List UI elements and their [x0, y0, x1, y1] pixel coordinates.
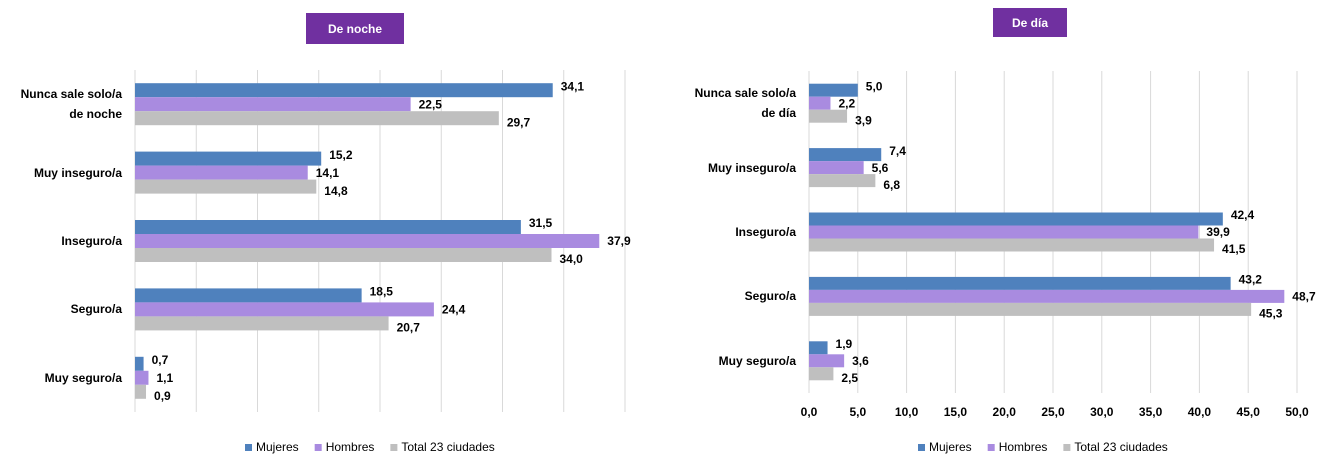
x-tick-label: 45,0	[1237, 405, 1261, 419]
category-label: Seguro/a	[70, 302, 122, 317]
bar	[135, 356, 144, 371]
value-label: 43,2	[1239, 273, 1263, 287]
value-label: 1,9	[836, 337, 853, 351]
bar	[809, 109, 848, 123]
bar	[135, 302, 434, 317]
bar	[809, 212, 1223, 226]
legend-swatch	[987, 444, 995, 451]
bar	[135, 179, 317, 194]
bar	[809, 174, 876, 188]
value-label: 3,9	[855, 113, 872, 127]
value-label: 24,4	[442, 303, 466, 317]
value-label: 6,8	[883, 178, 900, 192]
bar	[135, 83, 553, 98]
bar	[809, 354, 845, 368]
legend-swatch	[390, 444, 398, 451]
legend-label: Total 23 ciudades	[1074, 440, 1167, 454]
value-label: 45,3	[1259, 307, 1283, 321]
bar	[135, 234, 600, 248]
value-label: 18,5	[370, 285, 394, 299]
bar	[135, 288, 362, 303]
x-tick-label: 0,0	[801, 405, 818, 419]
bar	[809, 289, 1285, 303]
x-tick-label: 5,0	[849, 405, 866, 419]
value-label: 42,4	[1231, 208, 1255, 222]
value-label: 31,5	[529, 216, 553, 230]
bar	[135, 384, 147, 399]
value-label: 0,9	[154, 389, 171, 403]
x-tick-label: 50,0	[1285, 405, 1309, 419]
value-label: 41,5	[1222, 242, 1246, 256]
value-label: 34,1	[561, 79, 585, 93]
bar	[809, 83, 858, 97]
category-label: Nunca sale solo/a de día	[694, 86, 796, 121]
bar	[135, 220, 521, 234]
legend-swatch	[1063, 444, 1071, 451]
value-label: 39,9	[1206, 225, 1230, 239]
value-label: 7,4	[889, 144, 906, 158]
bar	[809, 302, 1252, 316]
category-label: Muy inseguro/a	[33, 165, 122, 180]
bar	[135, 248, 552, 262]
legend-label: Hombres	[326, 440, 375, 454]
category-label: Seguro/a	[744, 289, 796, 304]
value-label: 1,1	[156, 371, 173, 385]
chart-title: De noche	[306, 13, 404, 44]
value-label: 34,0	[560, 252, 584, 266]
value-label: 2,2	[838, 96, 855, 110]
bar	[135, 370, 149, 385]
x-tick-label: 35,0	[1139, 405, 1163, 419]
bar	[809, 341, 828, 355]
bar	[809, 367, 834, 381]
value-label: 3,6	[852, 354, 869, 368]
bar	[809, 148, 882, 162]
bar	[809, 225, 1199, 239]
bar	[135, 151, 322, 166]
value-label: 22,5	[419, 97, 443, 111]
category-label: Inseguro/a	[735, 225, 796, 239]
value-label: 14,1	[316, 166, 340, 180]
bar	[135, 111, 499, 126]
value-label: 15,2	[329, 148, 353, 162]
value-label: 37,9	[607, 234, 631, 248]
category-label: Muy inseguro/a	[707, 160, 796, 175]
bar	[809, 96, 831, 110]
x-tick-label: 10,0	[895, 405, 919, 419]
bar	[135, 165, 308, 180]
value-label: 14,8	[324, 184, 348, 198]
x-tick-label: 15,0	[944, 405, 968, 419]
bar	[809, 276, 1231, 290]
category-label: Muy seguro/a	[44, 370, 122, 385]
bar	[809, 161, 864, 175]
chart-title: De día	[993, 8, 1067, 37]
value-label: 5,6	[872, 161, 889, 175]
legend-swatch	[245, 444, 252, 451]
category-label: Inseguro/a	[61, 234, 122, 248]
value-label: 0,7	[152, 353, 169, 367]
legend-label: Mujeres	[929, 440, 972, 454]
legend-label: Hombres	[999, 440, 1048, 454]
value-label: 2,5	[841, 371, 858, 385]
category-label: Nunca sale solo/a de noche	[20, 87, 122, 122]
x-tick-label: 40,0	[1188, 405, 1212, 419]
category-label: Muy seguro/a	[718, 353, 796, 368]
legend-label: Total 23 ciudades	[401, 440, 494, 454]
value-label: 20,7	[397, 321, 421, 335]
legend-swatch	[314, 444, 322, 451]
value-label: 48,7	[1292, 290, 1316, 304]
x-tick-label: 20,0	[993, 405, 1017, 419]
legend-label: Mujeres	[256, 440, 299, 454]
legend-swatch	[918, 444, 925, 451]
x-tick-label: 30,0	[1090, 405, 1114, 419]
bar	[809, 238, 1215, 252]
x-tick-label: 25,0	[1041, 405, 1065, 419]
bar	[135, 97, 411, 112]
bar	[135, 316, 389, 331]
value-label: 5,0	[866, 79, 883, 93]
value-label: 29,7	[507, 115, 531, 129]
